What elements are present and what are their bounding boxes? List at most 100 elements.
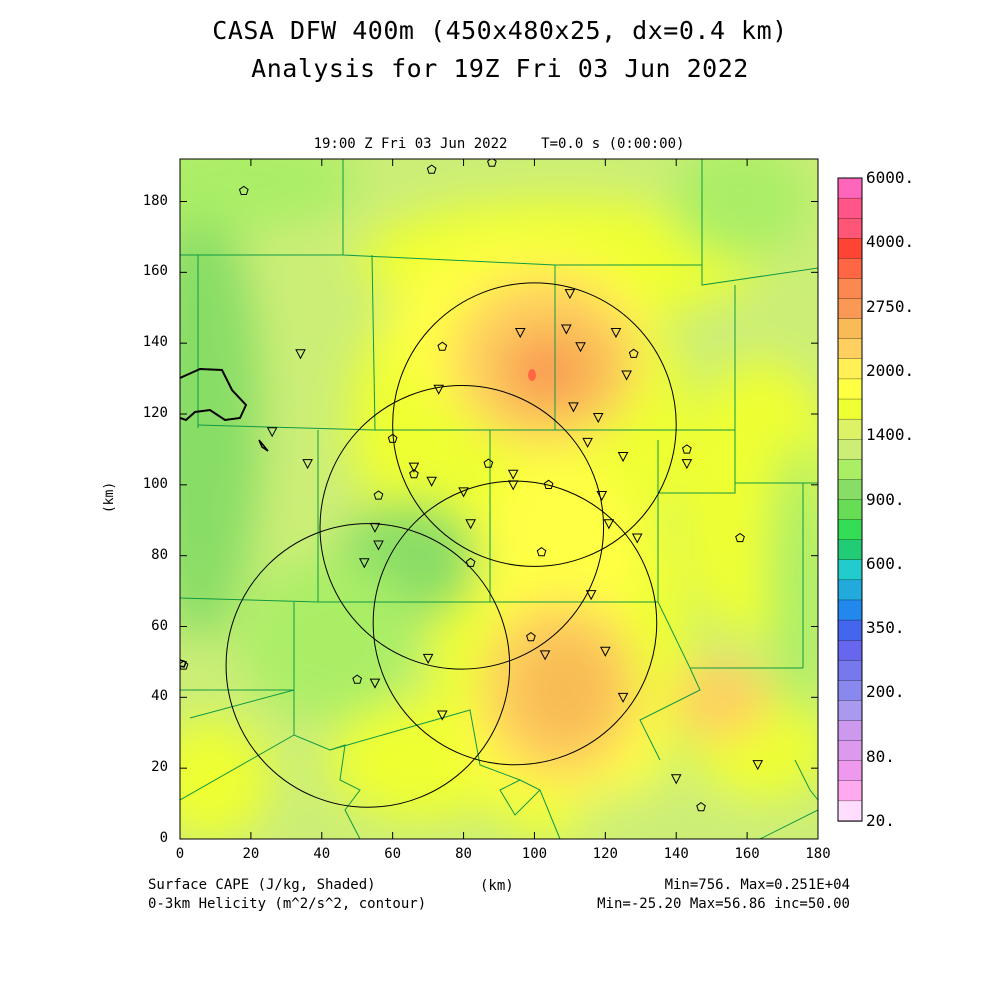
- colorbar-label: 600.: [866, 553, 905, 573]
- footer-field-2: 0-3km Helicity (m^2/s^2, contour): [148, 896, 427, 912]
- y-tick-label: 40: [151, 688, 168, 705]
- colorbar-swatch: [837, 599, 863, 621]
- site-pentagon-marker: [543, 479, 554, 489]
- site-triangle-marker: [585, 590, 597, 601]
- site-pentagon-marker: [373, 490, 384, 500]
- colorbar-swatch: [837, 238, 863, 260]
- site-pentagon-marker: [426, 164, 437, 174]
- site-triangle-marker: [266, 427, 278, 438]
- colorbar-label: 2000.: [866, 360, 915, 380]
- county-borders: [180, 159, 818, 839]
- x-tick-label: 0: [175, 846, 185, 862]
- site-triangle-marker: [408, 462, 420, 473]
- colorbar-label: 900.: [866, 489, 905, 509]
- site-triangle-marker: [373, 540, 384, 551]
- site-triangle-marker: [302, 459, 313, 470]
- colorbar-swatch: [837, 418, 863, 440]
- colorbar-swatch: [837, 479, 863, 501]
- colorbar-swatch: [837, 439, 863, 460]
- site-pentagon-marker: [465, 557, 476, 567]
- y-tick-label: 180: [142, 192, 168, 209]
- site-triangle-marker: [621, 370, 632, 381]
- colorbar: [837, 177, 863, 822]
- site-pentagon-marker: [682, 444, 692, 454]
- site-triangle-marker: [670, 774, 682, 785]
- y-tick-label: 160: [142, 263, 168, 280]
- y-tick-label: 140: [142, 334, 168, 351]
- x-axis-label: (km): [480, 878, 514, 894]
- colorbar-swatch: [837, 338, 863, 360]
- colorbar-swatch: [837, 177, 863, 199]
- site-triangle-marker: [610, 328, 622, 339]
- site-triangle-marker: [465, 519, 476, 530]
- site-triangle-marker: [617, 692, 629, 703]
- colorbar-swatch: [837, 539, 863, 561]
- site-triangle-marker: [507, 469, 519, 480]
- site-triangle-marker: [617, 452, 629, 463]
- site-triangle-marker: [575, 342, 586, 353]
- site-triangle-marker: [592, 413, 604, 424]
- site-triangle-marker: [681, 459, 693, 470]
- site-triangle-marker: [596, 490, 608, 502]
- colorbar-swatch: [837, 278, 863, 300]
- colorbar-swatch: [837, 760, 863, 782]
- x-tick-label: 120: [592, 846, 618, 862]
- site-triangle-marker: [433, 384, 445, 395]
- x-tick-label: 80: [455, 846, 472, 862]
- site-triangle-marker: [295, 349, 306, 360]
- y-tick-label: 0: [159, 830, 168, 846]
- colorbar-swatch: [837, 519, 863, 541]
- y-tick-label: 120: [142, 405, 168, 421]
- colorbar-swatch: [837, 680, 863, 702]
- footer-range-2: Min=-25.20 Max=56.86 inc=50.00: [597, 896, 850, 912]
- colorbar-swatch: [837, 499, 863, 521]
- colorbar-swatch: [837, 660, 863, 681]
- site-pentagon-marker: [487, 159, 497, 167]
- site-triangle-marker: [539, 650, 551, 661]
- y-tick-label: 80: [151, 546, 168, 563]
- radar-ring: [225, 523, 511, 808]
- footer-range-1: Min=756. Max=0.251E+04: [664, 877, 850, 893]
- site-triangle-marker: [582, 437, 593, 448]
- colorbar-swatch: [837, 579, 863, 601]
- colorbar-swatch: [837, 740, 863, 762]
- colorbar-label: 200.: [866, 682, 905, 702]
- site-triangle-marker: [369, 678, 381, 689]
- site-triangle-marker: [426, 476, 437, 487]
- y-tick-label: 100: [142, 475, 168, 492]
- colorbar-label: 2750.: [866, 296, 915, 316]
- site-triangle-marker: [514, 328, 526, 339]
- x-tick-label: 160: [734, 846, 760, 862]
- y-tick-label: 20: [151, 759, 168, 776]
- cape-shading: [180, 159, 818, 839]
- colorbar-swatch: [837, 378, 863, 400]
- colorbar-label: 80.: [866, 746, 895, 766]
- site-triangle-marker: [458, 487, 469, 498]
- site-pentagon-marker: [628, 348, 639, 358]
- site-pentagon-marker: [352, 674, 363, 684]
- colorbar-swatch: [837, 197, 863, 219]
- footer-field-1: Surface CAPE (J/kg, Shaded): [148, 877, 376, 893]
- site-pentagon-marker: [238, 185, 249, 195]
- site-triangle-marker: [358, 558, 370, 569]
- plot-frame: [179, 158, 819, 840]
- axis-ticks: [179, 159, 819, 840]
- radar-ring: [319, 385, 605, 670]
- colorbar-swatch: [837, 459, 863, 481]
- site-triangle-marker: [600, 646, 611, 657]
- x-tick-label: 20: [242, 846, 260, 862]
- site-triangle-marker: [631, 533, 643, 544]
- colorbar-label: 1400.: [866, 425, 915, 445]
- site-triangle-marker: [568, 402, 579, 413]
- site-triangle-marker: [603, 519, 615, 530]
- colorbar-swatch: [837, 258, 863, 280]
- x-tick-label: 140: [663, 846, 689, 862]
- colorbar-swatch: [837, 358, 863, 380]
- chart-title: CASA DFW 400m (450x480x25, dx=0.4 km): [212, 16, 788, 45]
- helicity-contour: [180, 367, 248, 422]
- site-markers: [180, 159, 764, 812]
- colorbar-swatch: [837, 619, 863, 641]
- colorbar-label: 4000.: [866, 232, 915, 252]
- colorbar-swatch: [837, 398, 863, 420]
